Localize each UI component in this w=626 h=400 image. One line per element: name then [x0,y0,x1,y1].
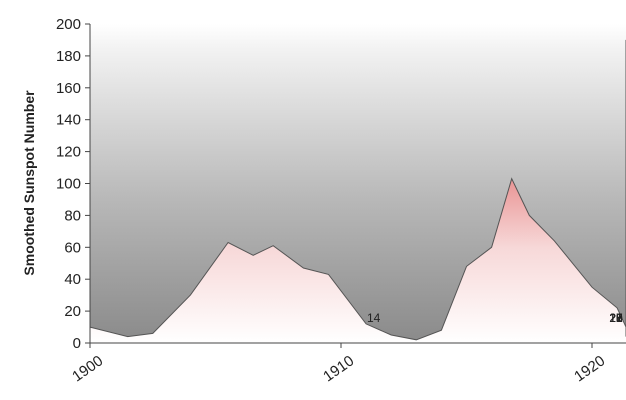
y-tick-label: 160 [56,80,81,97]
y-axis-ticks: 0 20 40 60 80 100 120 140 160 180 200 [56,16,90,352]
cycle-label: 18 [609,311,623,325]
sunspot-series-line [89,39,626,341]
cycle-label: 17 [609,311,623,325]
cycle-label: 14 [367,311,381,325]
x-tick-label: 1900 [69,352,106,385]
y-tick-label: 0 [73,335,81,352]
x-tick-label: 1910 [320,352,357,385]
x-axis-ticks: 1900191019201930194019501960197019801990… [69,343,608,385]
cycle-label: 20 [609,311,623,325]
cycle-label: 23 [609,311,623,325]
sunspot-area [90,39,626,344]
y-tick-label: 100 [56,176,81,193]
y-tick-label: 60 [64,239,81,256]
y-tick-label: 20 [64,303,81,320]
cycle-label: 22 [609,311,623,325]
y-tick-label: 200 [56,16,81,33]
y-tick-label: 80 [64,207,81,224]
y-tick-label: 180 [56,48,81,65]
y-tick-label: 120 [56,144,81,161]
y-tick-label: 40 [64,271,81,288]
x-tick-label: 1920 [571,352,608,385]
cycle-label: 21 [609,311,623,325]
cycle-label: 16 [609,311,623,325]
y-axis-title: Smoothed Sunspot Number [21,90,37,276]
y-tick-label: 140 [56,112,81,129]
cycle-label: 15 [609,311,623,325]
cycle-label: 19 [609,311,623,325]
